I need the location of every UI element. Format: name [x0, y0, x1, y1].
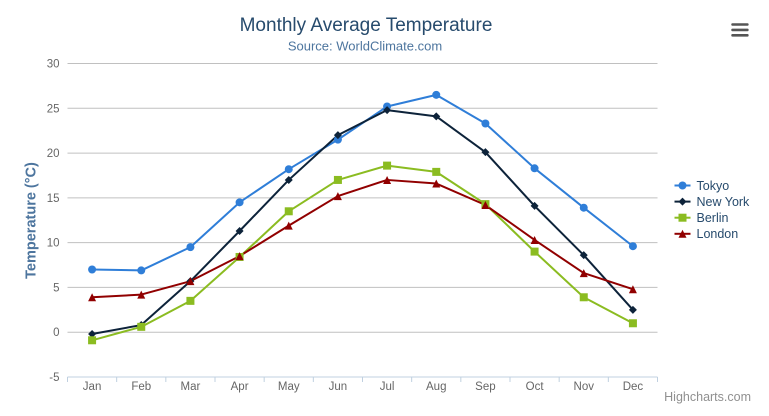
- svg-text:Nov: Nov: [574, 381, 595, 393]
- svg-text:Berlin: Berlin: [697, 211, 729, 225]
- svg-text:Sep: Sep: [475, 381, 495, 393]
- svg-text:30: 30: [47, 59, 60, 71]
- svg-text:Jan: Jan: [83, 381, 102, 393]
- svg-text:Highcharts.com: Highcharts.com: [664, 390, 751, 404]
- svg-text:Dec: Dec: [623, 381, 644, 393]
- svg-text:Temperature (°C): Temperature (°C): [24, 162, 40, 279]
- svg-text:15: 15: [47, 193, 60, 205]
- svg-text:10: 10: [47, 238, 60, 250]
- svg-text:Jun: Jun: [329, 381, 348, 393]
- svg-text:-5: -5: [49, 372, 59, 384]
- svg-text:Tokyo: Tokyo: [697, 179, 730, 193]
- svg-text:Aug: Aug: [426, 381, 446, 393]
- svg-text:Monthly Average Temperature: Monthly Average Temperature: [240, 15, 493, 36]
- svg-text:Apr: Apr: [231, 381, 249, 393]
- svg-text:May: May: [278, 381, 300, 393]
- svg-text:Jul: Jul: [380, 381, 395, 393]
- svg-text:25: 25: [47, 103, 60, 115]
- svg-text:Oct: Oct: [526, 381, 545, 393]
- svg-text:0: 0: [53, 327, 59, 339]
- svg-text:New York: New York: [697, 195, 751, 209]
- svg-text:5: 5: [53, 282, 59, 294]
- svg-text:London: London: [697, 227, 739, 241]
- svg-text:Mar: Mar: [181, 381, 201, 393]
- svg-text:Source: WorldClimate.com: Source: WorldClimate.com: [288, 39, 442, 54]
- svg-text:Feb: Feb: [131, 381, 151, 393]
- svg-text:20: 20: [47, 148, 60, 160]
